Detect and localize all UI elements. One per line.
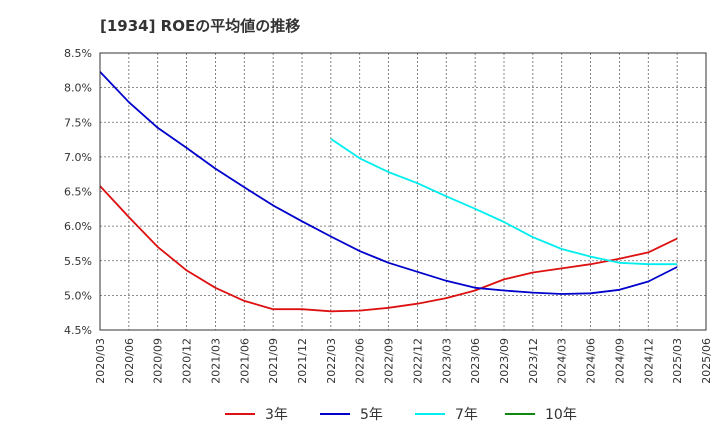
x-tick-label: 2024/12 [642,338,655,384]
legend-label: 7年 [455,407,478,423]
x-tick-label: 2022/12 [411,338,424,384]
legend-label: 10年 [545,407,577,423]
series-line-5年 [99,71,678,295]
legend-label: 5年 [360,407,383,423]
x-tick-label: 2020/03 [94,338,107,384]
y-tick-label: 4.5% [64,324,92,337]
x-tick-label: 2021/12 [296,338,309,384]
y-axis: 4.5% 5.0% 5.5% 6.0% 6.5% 7.0% 7.5% 8.0% 8.5% [64,47,92,337]
x-tick-label: 2020/06 [123,338,136,384]
series-line-3年 [99,185,678,313]
plot-frame [99,52,707,331]
x-tick-label: 2025/06 [700,338,713,384]
x-tick-label: 2023/12 [527,338,540,384]
x-tick-label: 2024/03 [556,338,569,384]
y-tick-label: 7.0% [64,151,92,164]
y-tick-label: 5.0% [64,289,92,302]
y-tick-label: 5.5% [64,255,92,268]
x-tick-label: 2021/03 [209,338,222,384]
grid [100,53,706,330]
x-tick-label: 2024/06 [585,338,598,384]
x-tick-label: 2023/09 [498,338,511,384]
x-tick-label: 2023/06 [469,338,482,384]
y-tick-label: 6.0% [64,220,92,233]
series-layer [99,71,678,313]
x-tick-label: 2020/09 [152,338,165,384]
x-tick-label: 2021/09 [267,338,280,384]
x-tick-label: 2022/06 [354,338,367,384]
y-tick-label: 8.5% [64,47,92,60]
legend: 3年 5年 7年 10年 [225,407,577,423]
series-line-7年 [330,138,678,266]
x-tick-label: 2024/09 [613,338,626,384]
x-axis: 2020/03 2020/06 2020/09 2020/12 2021/03 2021/… [94,338,713,384]
x-tick-label: 2022/03 [325,338,338,384]
x-tick-label: 2023/03 [440,338,453,384]
y-tick-label: 6.5% [64,186,92,199]
chart-title: [1934] ROEの平均値の推移 [100,17,300,35]
legend-label: 3年 [265,407,288,423]
x-tick-label: 2025/03 [671,338,684,384]
y-tick-label: 7.5% [64,116,92,129]
x-tick-label: 2020/12 [181,338,194,384]
y-tick-label: 8.0% [64,82,92,95]
x-tick-label: 2022/09 [383,338,396,384]
x-tick-label: 2021/06 [238,338,251,384]
